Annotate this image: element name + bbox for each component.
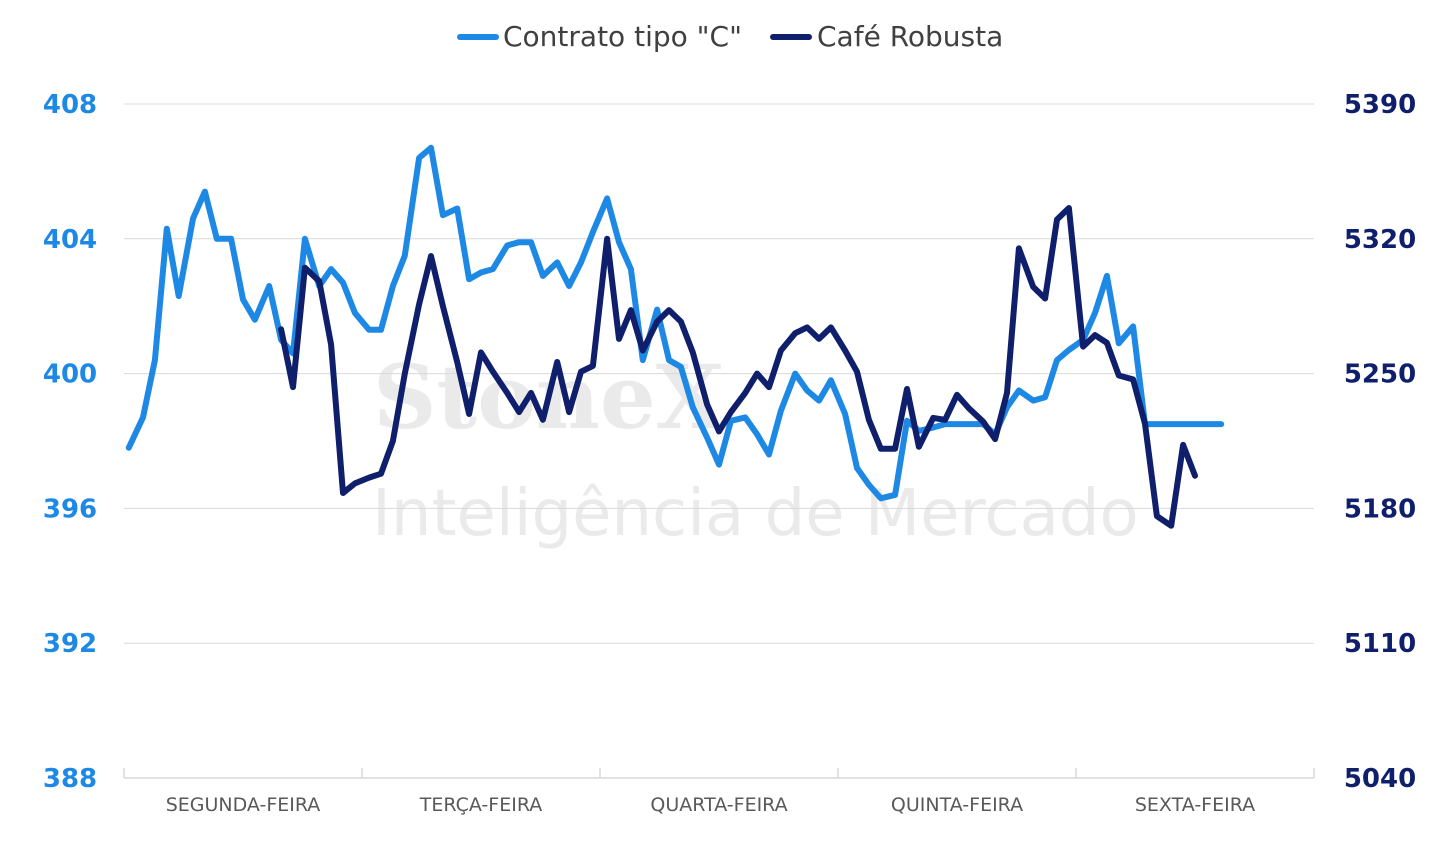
y-right-tick-label: 5250 — [1344, 360, 1416, 390]
y-right-tick-label: 5040 — [1344, 764, 1416, 794]
x-axis: SEGUNDA-FEIRA TERÇA-FEIRA QUARTA-FEIRA QUIN… — [123, 768, 1315, 816]
x-tick-label: SEGUNDA-FEIRA — [166, 794, 321, 816]
legend: Contrato tipo "C" Café Robusta — [457, 20, 1003, 53]
legend-label-cafe-robusta: Café Robusta — [817, 20, 1003, 53]
y-right-tick-label: 5180 — [1344, 494, 1416, 524]
y-left-tick-label: 388 — [43, 764, 97, 794]
y-right-tick-label: 5320 — [1344, 225, 1416, 255]
series-layer — [125, 144, 1225, 529]
series-line-cafe-robusta — [278, 205, 1198, 529]
y-left-tick-label: 408 — [43, 90, 97, 120]
watermark-tagline: Inteligência de Mercado — [372, 477, 1139, 551]
y-axis-right: 5390 5320 5250 5180 5110 5040 — [1344, 90, 1416, 794]
y-left-tick-label: 400 — [43, 360, 97, 390]
y-right-tick-label: 5110 — [1344, 629, 1416, 659]
watermark: StoneX Inteligência de Mercado — [372, 345, 1139, 551]
y-left-tick-label: 404 — [43, 225, 97, 255]
y-left-tick-label: 392 — [43, 629, 97, 659]
y-left-tick-label: 396 — [43, 494, 97, 524]
legend-label-contrato-c: Contrato tipo "C" — [503, 20, 742, 53]
y-axis-left: 408 404 400 396 392 388 — [43, 90, 97, 794]
y-right-tick-label: 5390 — [1344, 90, 1416, 120]
x-tick-label: SEXTA-FEIRA — [1135, 794, 1255, 816]
x-tick-label: QUARTA-FEIRA — [650, 794, 787, 816]
x-tick-label: QUINTA-FEIRA — [891, 794, 1023, 816]
series-line-contrato-c — [125, 144, 1225, 502]
gridlines — [124, 103, 1314, 644]
x-tick-label: TERÇA-FEIRA — [419, 794, 543, 816]
